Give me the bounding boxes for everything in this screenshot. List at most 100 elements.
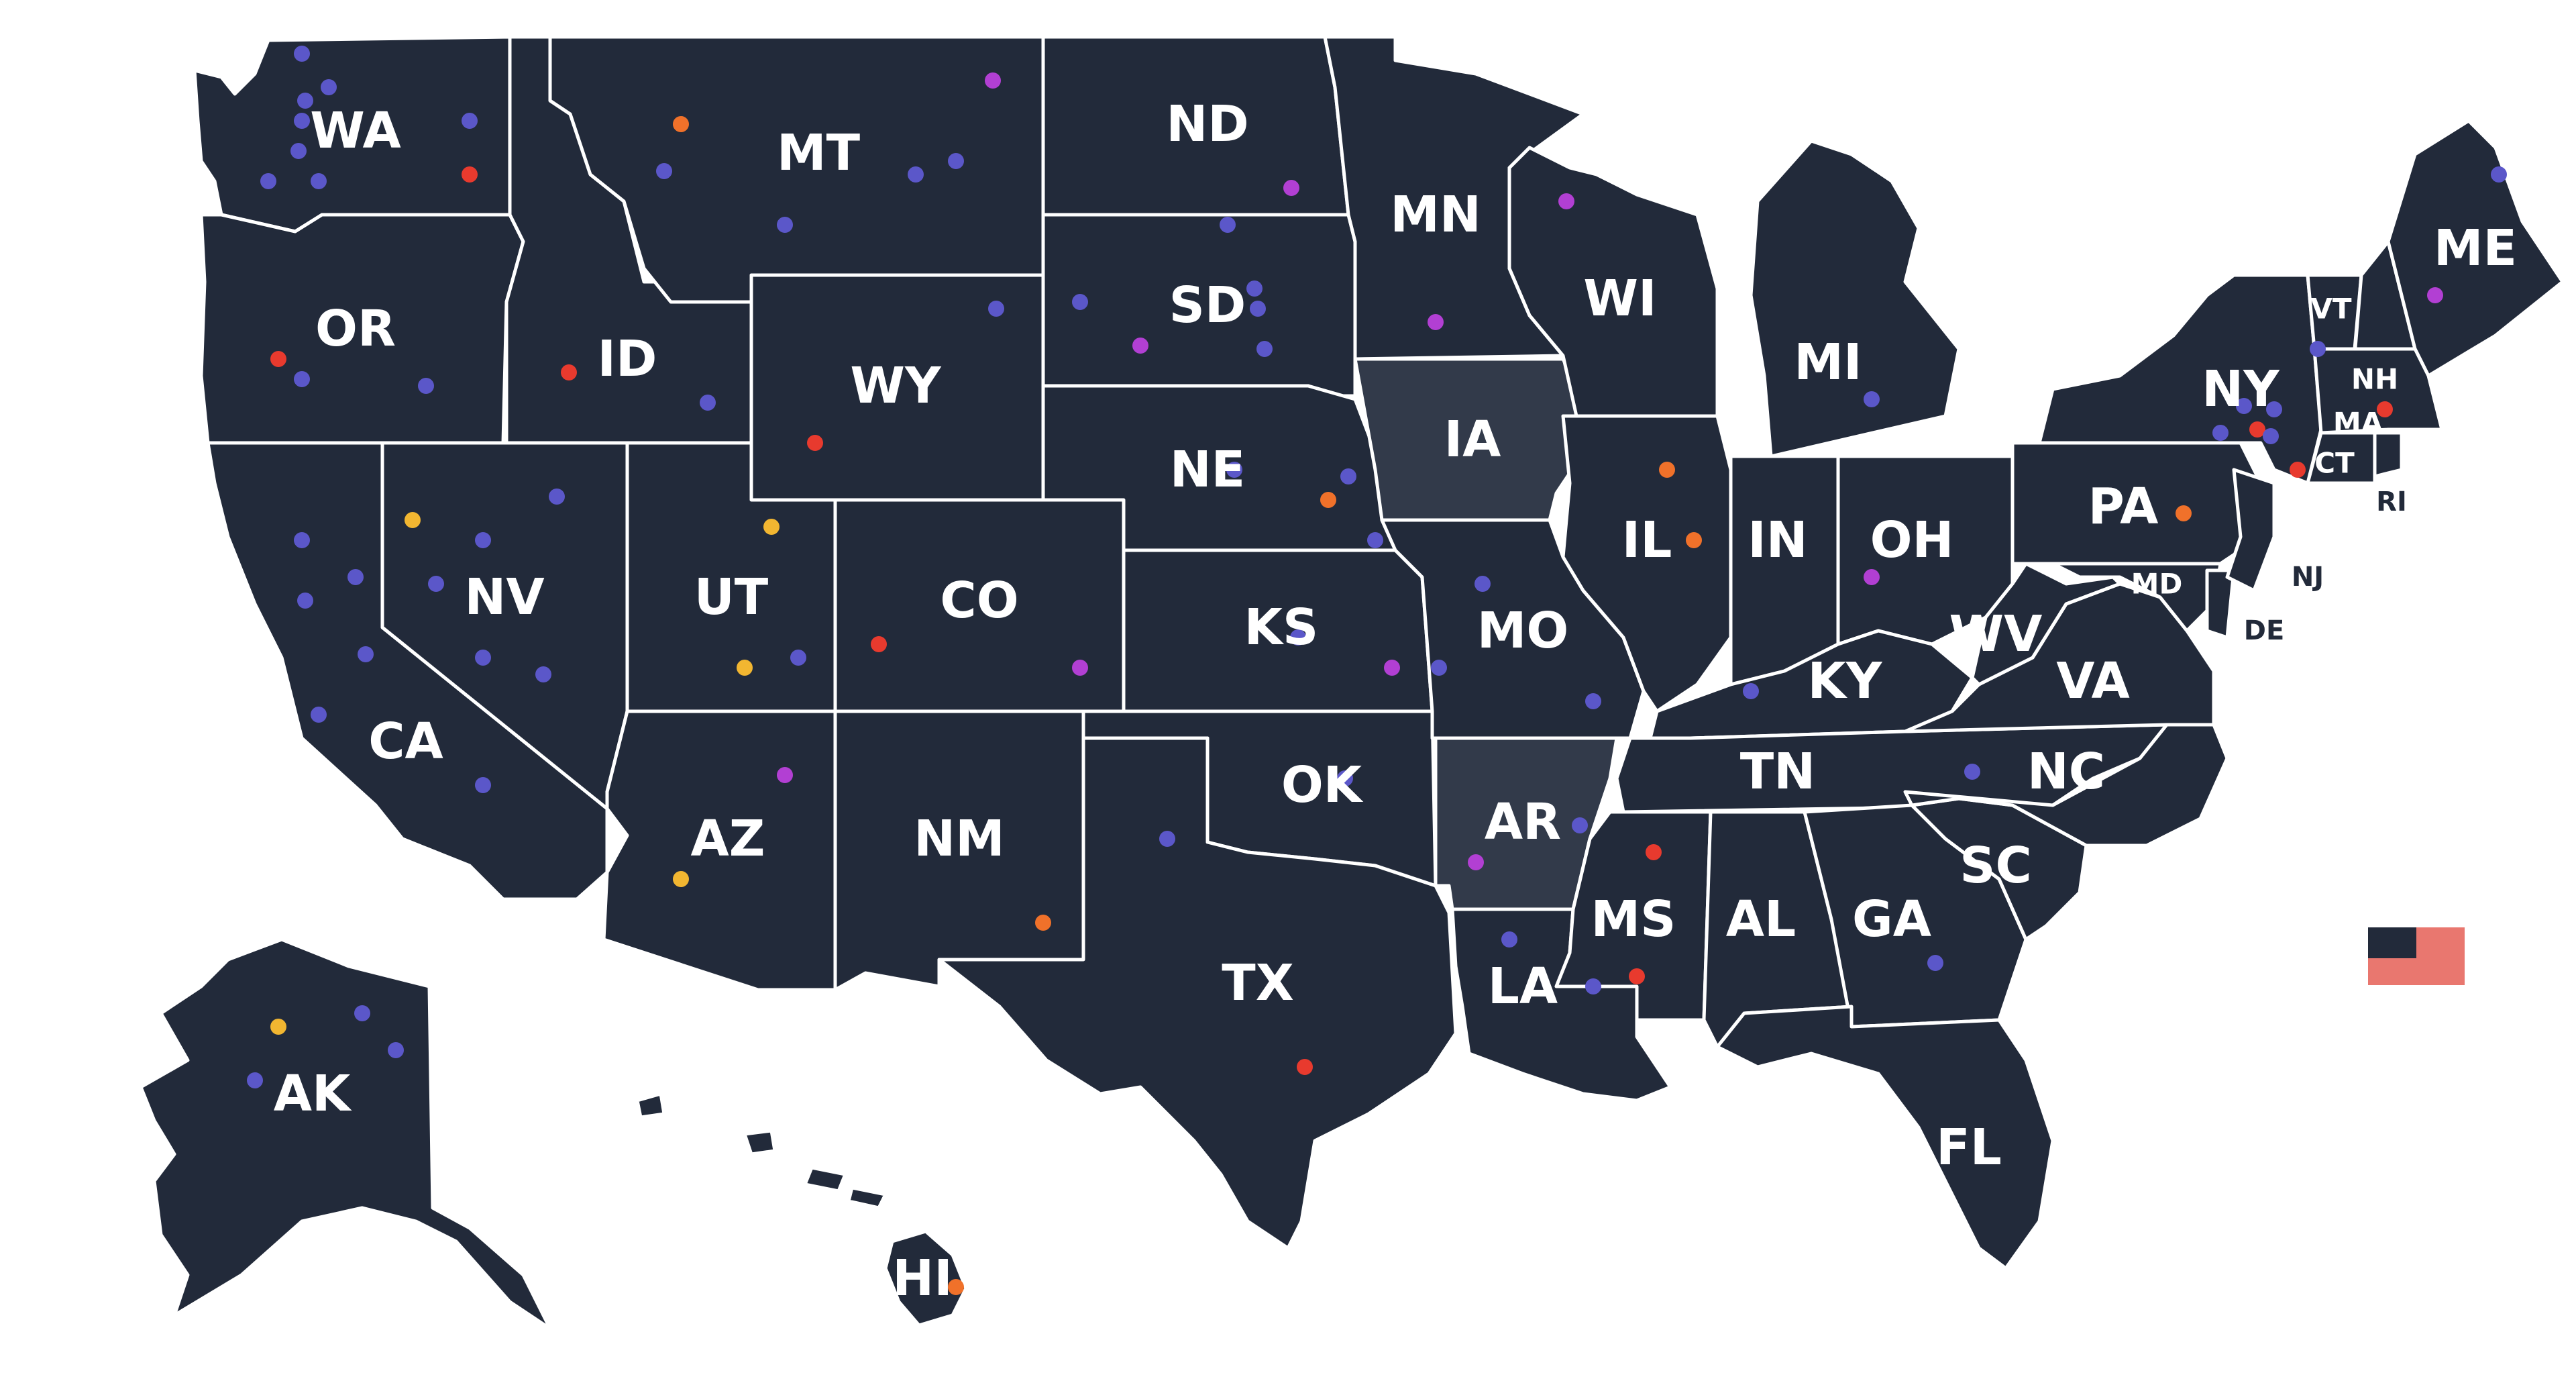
map-marker-mt-blue[interactable] [948,153,964,169]
map-marker-ut-yellow[interactable] [763,519,780,535]
state-mi[interactable] [1749,139,1961,458]
map-marker-mt-blue[interactable] [777,217,793,233]
map-marker-ak-blue[interactable] [247,1072,263,1088]
map-marker-ms-red[interactable] [1646,844,1662,860]
map-marker-ga-blue[interactable] [1927,955,1943,971]
map-marker-co-purple[interactable] [1072,660,1088,676]
map-marker-ut-blue[interactable] [790,650,806,666]
state-wi[interactable] [1507,146,1719,418]
map-marker-tx-blue[interactable] [1159,831,1175,847]
map-marker-ny-blue[interactable] [2263,428,2279,444]
map-marker-or-blue[interactable] [418,378,434,394]
map-marker-az-purple[interactable] [777,767,793,783]
map-marker-vt-blue[interactable] [2310,341,2326,357]
map-marker-nv-blue[interactable] [535,666,551,682]
map-marker-mt-purple[interactable] [985,72,1001,89]
map-marker-ca-blue[interactable] [297,593,313,609]
state-tn[interactable] [1615,723,2169,814]
map-marker-sd-blue[interactable] [1220,217,1236,233]
map-marker-me-purple[interactable] [2427,287,2443,303]
map-marker-sd-blue[interactable] [1072,294,1088,310]
map-marker-ne-blue[interactable] [1340,468,1356,484]
map-marker-mi-blue[interactable] [1864,391,1880,407]
map-marker-az-yellow[interactable] [673,871,689,887]
map-marker-me-blue[interactable] [2491,166,2507,183]
map-marker-ma-red[interactable] [2377,401,2393,417]
map-marker-ok-blue[interactable] [1337,770,1353,786]
map-marker-wa-red[interactable] [462,166,478,183]
state-hi-islands[interactable] [635,1092,888,1210]
state-tx[interactable] [937,736,1458,1250]
map-marker-ut-yellow[interactable] [737,660,753,676]
map-marker-hi-orange[interactable] [948,1279,964,1295]
map-marker-ms-blue[interactable] [1585,978,1601,994]
map-marker-nv-blue[interactable] [549,489,565,505]
map-marker-wa-blue[interactable] [311,173,327,189]
map-marker-il-orange[interactable] [1686,532,1702,548]
map-marker-wa-blue[interactable] [297,93,313,109]
map-marker-ca-blue[interactable] [358,646,374,662]
map-marker-mt-orange[interactable] [673,116,689,132]
state-va[interactable] [1903,582,2216,733]
map-marker-la-blue[interactable] [1501,931,1517,948]
state-mo[interactable] [1380,518,1646,740]
map-marker-co-red[interactable] [871,636,887,652]
state-nc[interactable] [1903,723,2229,848]
map-marker-or-blue[interactable] [294,371,310,387]
map-marker-ar-purple[interactable] [1468,854,1484,870]
map-marker-ne-blue[interactable] [1226,462,1242,478]
map-marker-mt-blue[interactable] [656,163,672,179]
state-il[interactable] [1561,414,1733,713]
map-marker-ak-blue[interactable] [388,1042,404,1058]
map-marker-ks-blue[interactable] [1290,629,1306,646]
map-marker-wa-blue[interactable] [294,46,310,62]
map-marker-nc-blue[interactable] [1964,764,1980,780]
state-ak[interactable] [139,937,552,1331]
map-marker-nv-blue[interactable] [428,576,444,592]
map-marker-ks-blue[interactable] [1431,660,1447,676]
map-marker-ny-blue[interactable] [2236,398,2252,414]
map-marker-wi-purple[interactable] [1558,193,1574,209]
map-marker-ar-blue[interactable] [1572,817,1588,833]
state-ri[interactable] [2373,431,2404,478]
map-marker-ca-blue[interactable] [347,569,364,585]
state-nj[interactable] [2225,468,2276,593]
map-marker-wy-blue[interactable] [988,301,1004,317]
map-marker-mo-blue[interactable] [1585,693,1601,709]
map-marker-nd-purple[interactable] [1283,180,1299,196]
state-in[interactable] [1729,454,1840,686]
map-marker-sd-blue[interactable] [1250,301,1266,317]
map-marker-ca-blue[interactable] [311,707,327,723]
map-marker-ny-red[interactable] [2249,421,2265,438]
map-marker-mo-blue[interactable] [1474,576,1491,592]
map-marker-ne-blue[interactable] [1367,532,1383,548]
map-marker-ks-purple[interactable] [1384,660,1400,676]
state-hi[interactable] [883,1229,968,1327]
map-marker-ca-blue[interactable] [294,532,310,548]
map-marker-ky-blue[interactable] [1743,683,1759,699]
map-marker-il-orange[interactable] [1659,462,1675,478]
map-marker-oh-purple[interactable] [1864,569,1880,585]
map-marker-sd-blue[interactable] [1246,280,1263,297]
state-ct[interactable] [2306,431,2377,485]
map-marker-wy-red[interactable] [807,435,823,451]
map-marker-wa-blue[interactable] [260,173,276,189]
map-marker-wa-blue[interactable] [321,79,337,95]
map-marker-mt-blue[interactable] [908,166,924,183]
map-marker-ak-yellow[interactable] [270,1019,286,1035]
map-marker-nv-yellow[interactable] [405,512,421,528]
map-marker-ny-red[interactable] [2290,462,2306,478]
state-de[interactable] [2205,568,2236,640]
map-marker-id-red[interactable] [561,364,577,380]
map-marker-id-blue[interactable] [700,395,716,411]
map-marker-mn-purple[interactable] [1428,314,1444,330]
map-marker-pa-orange[interactable] [2176,505,2192,521]
map-marker-wa-blue[interactable] [462,113,478,129]
map-marker-nv-blue[interactable] [475,532,491,548]
map-marker-ne-orange[interactable] [1320,492,1336,508]
map-marker-ms-red[interactable] [1629,968,1645,984]
map-marker-ny-blue[interactable] [2266,401,2282,417]
map-marker-wa-blue[interactable] [290,143,307,159]
map-marker-nv-blue[interactable] [475,650,491,666]
map-marker-nm-orange[interactable] [1035,915,1051,931]
